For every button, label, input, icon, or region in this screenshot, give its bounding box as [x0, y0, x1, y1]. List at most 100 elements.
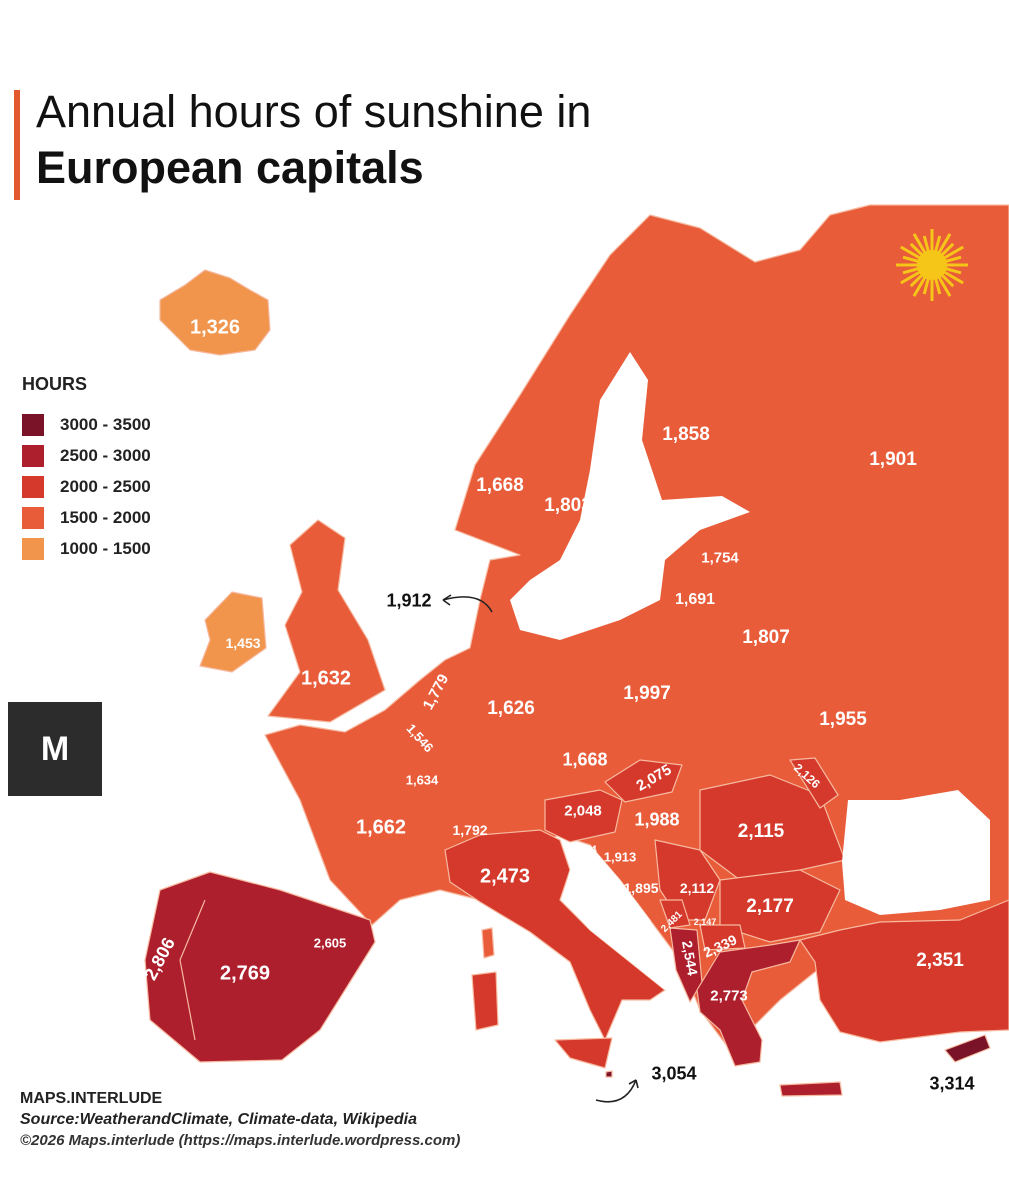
sunshine-hours-label: 1,803 — [544, 495, 592, 516]
sunshine-hours-label: 2,048 — [564, 802, 602, 820]
sunshine-hours-label: 1,662 — [355, 816, 407, 839]
region-sicily — [554, 1037, 613, 1069]
sun-icon — [896, 229, 968, 301]
legend-item: 2000 - 2500 — [22, 471, 151, 502]
footer-brand: MAPS.INTERLUDE — [20, 1090, 163, 1107]
logo: M — [8, 702, 102, 796]
sunshine-hours-label: 2,605 — [313, 935, 347, 951]
sunshine-hours-label: 1,901 — [869, 449, 917, 470]
sunshine-hours-label: 1,913 — [603, 849, 637, 865]
sunshine-hours-label: 2,147 — [693, 917, 717, 927]
sun-ray — [940, 242, 955, 257]
legend-item: 2500 - 3000 — [22, 440, 151, 471]
region-crete — [779, 1081, 843, 1097]
sun-ray — [943, 270, 964, 285]
sunshine-hours-label: 1,974 — [569, 844, 597, 856]
sunshine-hours-label: 1,858 — [662, 424, 710, 445]
sunshine-hours-label: 2,473 — [479, 865, 531, 888]
sunshine-hours-label: 2,112 — [679, 880, 715, 896]
sun-ray — [900, 270, 921, 285]
legend-swatch — [22, 537, 44, 560]
legend-label: 2000 - 2500 — [60, 476, 151, 496]
curved-arrow-icon — [595, 1079, 637, 1103]
logo-text: M — [40, 729, 70, 768]
arrow-head-icon — [628, 1079, 639, 1089]
region-montenegro — [659, 899, 691, 929]
legend-item: 1500 - 2000 — [22, 502, 151, 533]
sun-ray — [902, 267, 919, 275]
sunshine-hours-label: 1,912 — [386, 590, 432, 611]
legend-heading: HOURS — [22, 374, 88, 394]
footer: MAPS.INTERLUDE Source:WeatherandClimate,… — [20, 1090, 460, 1149]
sun-ray — [934, 235, 942, 252]
legend-label: 1000 - 1500 — [60, 538, 151, 558]
sunshine-hours-label: 3,314 — [929, 1073, 975, 1094]
sunshine-hours-label: 3,054 — [651, 1063, 697, 1084]
region-slovakia — [604, 759, 683, 803]
sun-ray — [922, 235, 930, 252]
sunshine-hours-label: 2,177 — [746, 896, 794, 917]
sunshine-hours-label: 1,988 — [634, 809, 680, 830]
region-greece — [696, 939, 801, 1067]
baltic-sea — [510, 352, 750, 640]
sun-ray — [943, 245, 964, 260]
sunshine-hours-label: 1,997 — [623, 683, 671, 704]
sunshine-hours-label: 1,668 — [476, 475, 524, 496]
sunshine-hours-label: 2,351 — [916, 950, 964, 971]
region-iceland — [159, 269, 271, 356]
sun-ray — [900, 245, 921, 260]
sunshine-hours-label: 1,955 — [819, 709, 867, 730]
sunshine-hours-label: 1,923 — [684, 506, 722, 524]
sunshine-hours-label: 1,807 — [742, 627, 790, 648]
sunshine-hours-label: 2,773 — [710, 987, 748, 1005]
sun-ray — [909, 242, 924, 257]
region-moldova — [789, 757, 839, 809]
sun-ray — [945, 267, 962, 275]
legend: HOURS 3000 - 3500 2500 - 3000 2000 - 2500 1… — [22, 374, 151, 564]
sun-ray — [934, 278, 942, 295]
sunshine-hours-label: 1,326 — [189, 316, 241, 339]
region-malta — [605, 1070, 613, 1078]
sun-ray — [922, 278, 930, 295]
adriatic-sea — [562, 845, 672, 990]
region-turkey — [799, 899, 1009, 1043]
sunshine-hours-label: 1,668 — [562, 749, 608, 770]
region-sardinia — [471, 971, 499, 1031]
sunshine-hours-label: 1,453 — [225, 635, 261, 651]
sun-ray — [945, 255, 962, 263]
region-italy — [444, 829, 666, 1041]
sun-ray — [912, 233, 927, 254]
region-cyprus — [944, 1034, 991, 1063]
sunshine-hours-label: 1,691 — [674, 591, 716, 608]
title-accent-bar — [14, 90, 20, 200]
region-uk — [267, 519, 386, 723]
region-austria — [544, 789, 623, 843]
legend-item: 1000 - 1500 — [22, 533, 151, 564]
region-corsica — [481, 927, 495, 959]
sun-ray — [902, 255, 919, 263]
title-line2: European capitals — [36, 142, 424, 193]
sun-ray — [940, 273, 955, 288]
legend-swatch — [22, 506, 44, 529]
region-spain-portugal — [144, 871, 376, 1063]
border-portugal — [179, 899, 206, 1041]
legend-label: 2500 - 3000 — [60, 445, 151, 465]
sunshine-hours-label: 2,769 — [219, 962, 271, 985]
sunshine-hours-label: 1,632 — [300, 667, 352, 690]
title-line1: Annual hours of sunshine in — [36, 86, 592, 137]
region-ireland — [199, 591, 267, 673]
arrow-head-icon — [442, 594, 452, 606]
region-albania — [669, 927, 703, 1003]
legend-item: 3000 - 3500 — [22, 409, 151, 440]
legend-swatch — [22, 444, 44, 467]
sun-ray — [912, 276, 927, 297]
sun-ray — [937, 233, 952, 254]
sunshine-hours-label: 1,792 — [452, 822, 488, 838]
legend-label: 3000 - 3500 — [60, 414, 151, 434]
sun-ray — [937, 276, 952, 297]
legend-swatch — [22, 475, 44, 498]
legend-label: 1500 - 2000 — [60, 507, 151, 527]
sun-disc — [917, 250, 947, 280]
footer-copyright: ©2026 Maps.interlude (https://maps.inter… — [20, 1132, 461, 1149]
